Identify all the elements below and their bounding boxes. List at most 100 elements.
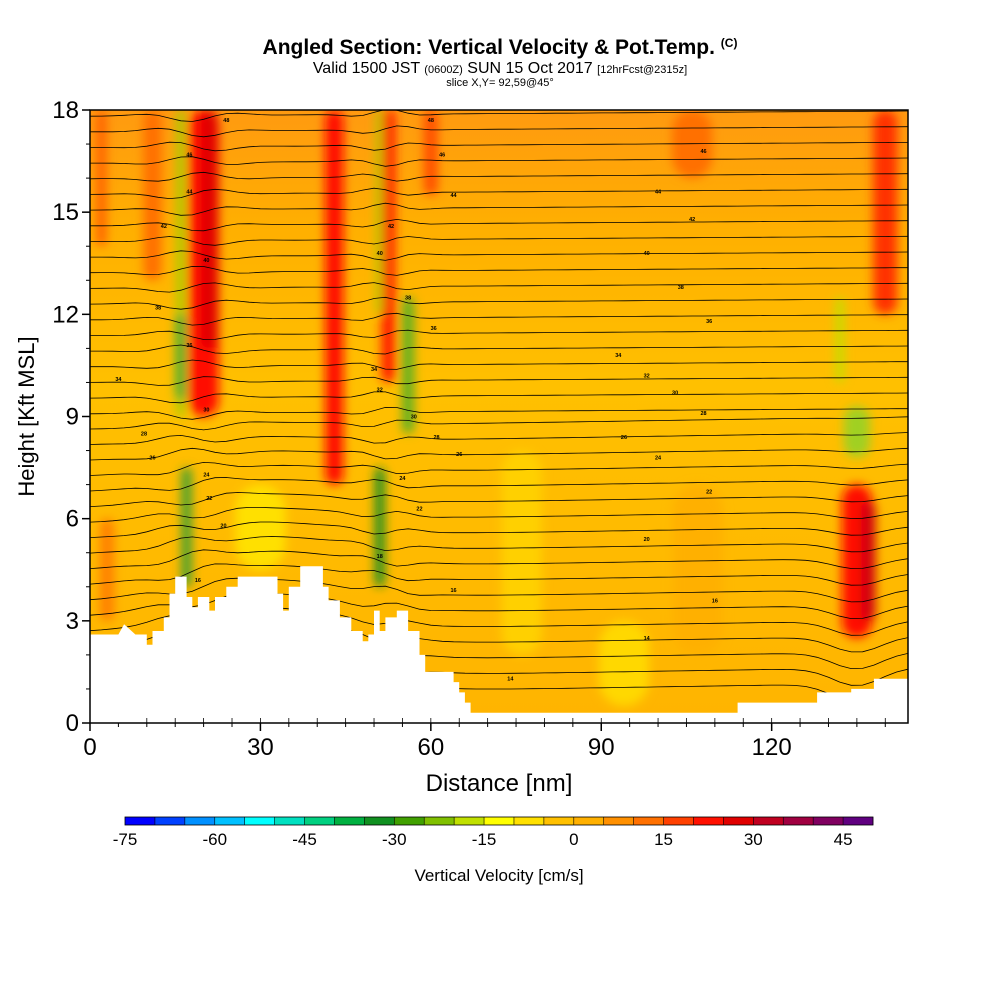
isentrope-line (90, 477, 908, 492)
contour-label: 38 (155, 306, 161, 312)
isentrope-line (90, 521, 908, 538)
isentrope-line (90, 376, 908, 386)
terrain-mask (90, 566, 908, 723)
colorbar-swatch (603, 817, 634, 825)
contour-label: 42 (689, 217, 695, 223)
contour-label: 16 (712, 598, 718, 604)
isentrope-line (90, 312, 908, 326)
contour-label: 46 (186, 152, 192, 158)
isentrope-line (90, 507, 908, 523)
isentrope-line (90, 563, 908, 586)
isentrope-line (90, 344, 908, 355)
contour-label: 14 (507, 677, 514, 683)
contour-label: 22 (416, 506, 422, 512)
contour-label: 28 (700, 411, 706, 417)
isentrope-line (90, 235, 908, 246)
contour-label: 20 (644, 537, 650, 543)
y-tick-label: 3 (66, 608, 79, 635)
contour-label: 26 (456, 452, 462, 458)
contour-label: 24 (655, 455, 662, 461)
contour-label: 34 (371, 367, 378, 373)
contour-label: 24 (399, 476, 406, 482)
colorbar-tick-label: 0 (569, 830, 578, 849)
colorbar-swatch (125, 817, 156, 825)
colorbar-swatch (543, 817, 575, 825)
colorbar-tick-label: 15 (654, 830, 673, 849)
contour-label: 46 (700, 149, 706, 155)
isentrope-line (90, 447, 908, 461)
contour-label: 26 (621, 435, 627, 441)
isentrope-line (90, 141, 908, 152)
contour-label: 24 (203, 472, 210, 478)
isentrope-line (90, 536, 908, 554)
contour-label: 40 (203, 258, 209, 264)
isentrope-line (90, 391, 908, 404)
isentrope-line (90, 282, 908, 293)
colorbar-tick-label: -60 (202, 830, 227, 849)
contour-label: 40 (644, 251, 650, 257)
colorbar-swatch (184, 817, 216, 825)
contour-label: 42 (388, 224, 394, 230)
colorbar-frame (124, 816, 874, 826)
isentrope-line (90, 171, 908, 182)
colorbar-swatch (813, 817, 844, 825)
x-tick-label: 60 (417, 734, 444, 761)
contour-label: 30 (203, 408, 209, 414)
colorbar-swatch (693, 817, 724, 825)
isentrope-line (90, 187, 908, 200)
contour-label: 40 (377, 251, 383, 257)
colorbar-tick-label: 45 (834, 830, 853, 849)
x-tick-label: 90 (588, 734, 615, 761)
x-tick-label: 120 (752, 734, 792, 761)
contour-label: 48 (223, 118, 229, 124)
contour-label: 48 (428, 118, 434, 124)
isentrope-line (90, 202, 908, 216)
contour-label: 16 (195, 578, 201, 584)
contour-label: 32 (377, 387, 383, 393)
colorbar-swatch (843, 817, 874, 825)
colorbar-tick-label: 30 (744, 830, 763, 849)
isentrope-line (90, 218, 908, 232)
contour-label: 20 (220, 523, 226, 529)
colorbar-swatch (154, 817, 186, 825)
colorbar-swatch (783, 817, 814, 825)
y-axis-label: Height [Kft MSL] (14, 336, 39, 496)
contour-label: 26 (149, 455, 155, 461)
contour-label: 38 (678, 285, 684, 291)
isentrope-line (90, 329, 908, 340)
isentrope-line (90, 125, 908, 138)
colorbar-swatch (723, 817, 754, 825)
isentrope-line (90, 432, 908, 445)
isentrope-line (90, 406, 908, 420)
colorbar: -75 -60 -45 -30 -15 0 15 30 45 Vertical Velocity … (113, 816, 874, 885)
colorbar-swatch (484, 817, 515, 825)
isentrope-line (90, 110, 908, 122)
y-tick-label: 15 (52, 199, 79, 226)
colorbar-swatch (244, 817, 275, 825)
terrain (90, 566, 908, 723)
contour-label: 38 (405, 295, 411, 301)
x-axis-label: Distance [nm] (426, 770, 573, 797)
isentrope-line (90, 549, 908, 569)
contour-label: 14 (644, 636, 651, 642)
colorbar-tick-label: -30 (382, 830, 407, 849)
chart-subtitle: Valid 1500 JST (0600Z) SUN 15 Oct 2017 [… (312, 60, 688, 77)
y-tick-label: 12 (52, 301, 79, 328)
contour-label: 44 (655, 190, 662, 196)
colorbar-swatch (214, 817, 245, 825)
contour-label: 22 (706, 489, 712, 495)
colorbar-swatch (394, 817, 425, 825)
contour-label: 34 (615, 353, 622, 359)
isentrope-line (90, 156, 908, 167)
contour-label: 32 (644, 374, 650, 380)
contour-label: 30 (411, 415, 417, 421)
y-tick-label: 0 (66, 710, 79, 737)
x-tick-label: 0 (83, 734, 96, 761)
colorbar-swatch (274, 817, 305, 825)
potential-temperature-contours (90, 110, 908, 703)
contour-label: 36 (431, 326, 437, 332)
title-unit: (C) (720, 36, 738, 50)
contour-label: 16 (450, 588, 456, 594)
contour-label: 28 (433, 435, 439, 441)
